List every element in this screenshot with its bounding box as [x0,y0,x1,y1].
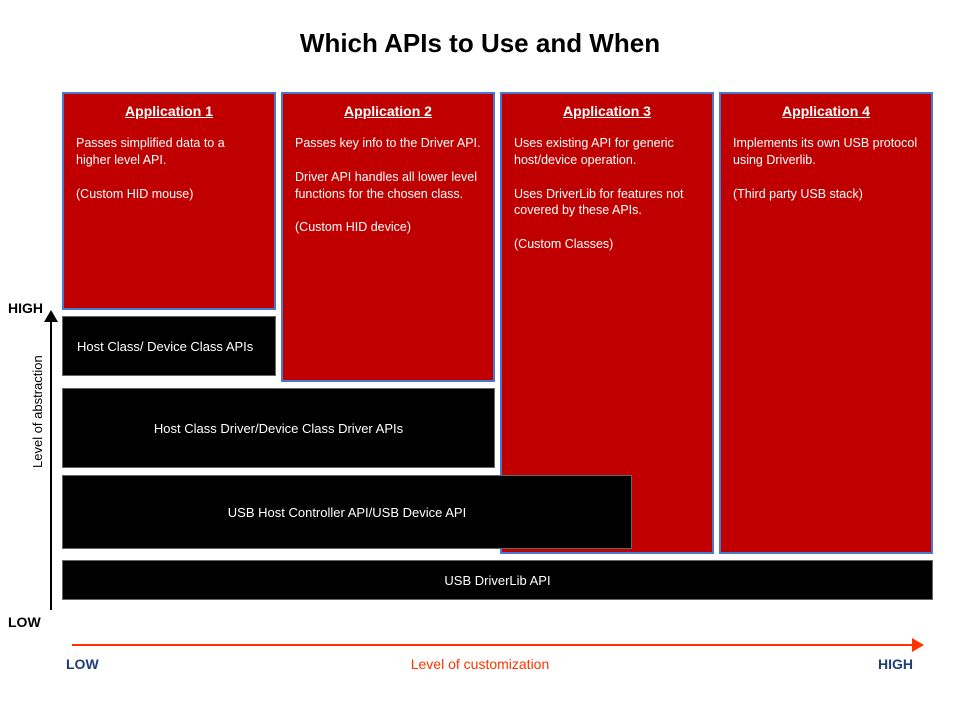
y-axis-high-label: HIGH [8,300,43,316]
api-layer-label: USB Host Controller API/USB Device API [228,505,466,520]
api-layer-driverlib: USB DriverLib API [62,560,933,600]
app-title-4: Application 4 [733,102,919,121]
api-layer-controller: USB Host Controller API/USB Device API [62,475,632,549]
api-layer-driver: Host Class Driver/Device Class Driver AP… [62,388,495,468]
api-layer-label: Host Class/ Device Class APIs [77,339,253,354]
x-axis-label: Level of customization [0,656,960,672]
app-box-1: Application 1 Passes simplified data to … [62,92,276,310]
app-title-2: Application 2 [295,102,481,121]
api-layer-label: USB DriverLib API [444,573,550,588]
app-body-4: Implements its own USB protocol using Dr… [733,135,919,203]
x-axis-high-label: HIGH [878,656,913,672]
app-body-2: Passes key info to the Driver API. Drive… [295,135,481,236]
y-axis-arrow [50,320,52,610]
app-body-3: Uses existing API for generic host/devic… [514,135,700,253]
y-axis-low-label: LOW [8,614,41,630]
x-axis-arrow [72,644,914,646]
api-layer-host-class: Host Class/ Device Class APIs [62,316,276,376]
page-title: Which APIs to Use and When [0,28,960,59]
y-axis-label: Level of abstraction [30,355,45,468]
app-title-1: Application 1 [76,102,262,121]
app-body-1: Passes simplified data to a higher level… [76,135,262,203]
app-title-3: Application 3 [514,102,700,121]
app-box-4: Application 4 Implements its own USB pro… [719,92,933,554]
app-box-2: Application 2 Passes key info to the Dri… [281,92,495,382]
chart-area: Application 1 Passes simplified data to … [62,92,932,622]
api-layer-label: Host Class Driver/Device Class Driver AP… [154,421,403,436]
